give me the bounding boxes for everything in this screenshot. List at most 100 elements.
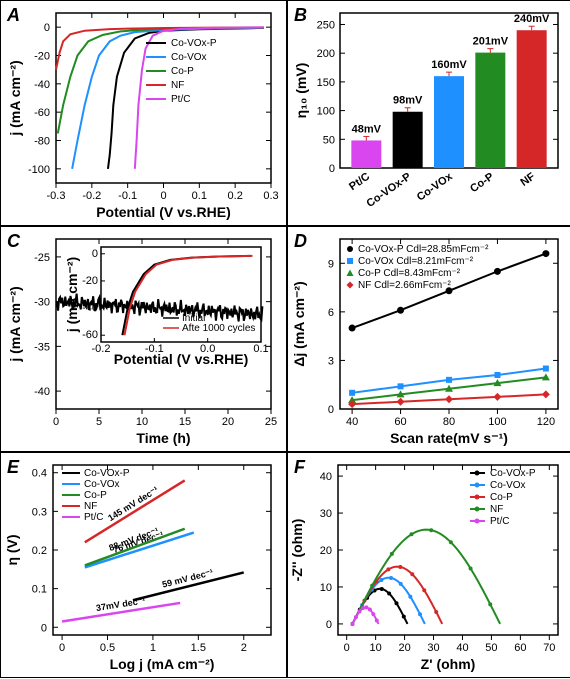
svg-text:0: 0 (344, 642, 350, 654)
svg-text:Afte 1000 cycles: Afte 1000 cycles (182, 323, 255, 334)
svg-text:Co-VOx-P Cdl=28.85mFcm⁻²: Co-VOx-P Cdl=28.85mFcm⁻² (358, 244, 489, 255)
svg-text:NF Cdl=2.66mFcm⁻²: NF Cdl=2.66mFcm⁻² (358, 280, 451, 291)
svg-text:Co-VOx: Co-VOx (171, 52, 207, 63)
svg-text:145 mV dec⁻¹: 145 mV dec⁻¹ (106, 484, 160, 523)
panel-e: E 00.511.5200.10.20.30.4Log j (mA cm⁻²)η… (0, 452, 287, 678)
svg-text:1.5: 1.5 (191, 642, 206, 654)
svg-text:j (mA cm⁻²): j (mA cm⁻²) (7, 286, 23, 362)
svg-text:Co-P: Co-P (468, 171, 496, 196)
svg-text:Co-VOx: Co-VOx (490, 480, 526, 491)
panel-f-label: F (294, 457, 305, 478)
svg-text:20: 20 (320, 545, 332, 557)
svg-text:-0.2: -0.2 (82, 190, 101, 202)
svg-text:50: 50 (323, 134, 335, 146)
svg-text:Pt/C: Pt/C (84, 512, 103, 523)
panel-a: A -0.3 -0.2 -0.1 0 0.1 0.2 0.3 -100 -80 -60 -40 -20… (0, 0, 287, 226)
svg-text:-40: -40 (34, 386, 50, 398)
svg-text:40: 40 (456, 642, 468, 654)
panel-b-label: B (294, 5, 307, 26)
svg-text:Pt/C: Pt/C (171, 94, 190, 105)
svg-text:Co-P: Co-P (171, 66, 194, 77)
svg-text:Co-VOx: Co-VOx (415, 170, 456, 203)
svg-text:60: 60 (514, 642, 526, 654)
svg-text:0: 0 (44, 22, 50, 34)
svg-text:Co-P: Co-P (84, 490, 107, 501)
svg-text:0: 0 (53, 416, 59, 428)
svg-text:201mV: 201mV (473, 36, 509, 48)
svg-text:2: 2 (241, 642, 247, 654)
svg-text:0: 0 (328, 404, 334, 416)
svg-text:Potential (V vs.RHE): Potential (V vs.RHE) (114, 351, 249, 367)
svg-text:250: 250 (317, 19, 335, 31)
svg-text:-0.1: -0.1 (118, 190, 137, 202)
panel-e-svg: 00.511.5200.10.20.30.4Log j (mA cm⁻²)η (… (1, 453, 286, 679)
svg-text:-60: -60 (34, 107, 50, 119)
svg-text:98mV: 98mV (393, 95, 423, 107)
svg-text:0.2: 0.2 (32, 545, 47, 557)
svg-text:60: 60 (394, 416, 406, 428)
svg-text:Co-VOx-P: Co-VOx-P (364, 171, 413, 210)
svg-text:NF: NF (518, 170, 537, 188)
svg-text:Pt/C: Pt/C (490, 516, 509, 527)
svg-text:η (V): η (V) (4, 534, 20, 565)
svg-text:0: 0 (59, 642, 65, 654)
svg-text:20: 20 (398, 642, 410, 654)
svg-text:NF: NF (84, 501, 97, 512)
svg-text:0.3: 0.3 (263, 190, 278, 202)
svg-text:0.1: 0.1 (192, 190, 207, 202)
svg-text:-30: -30 (34, 297, 50, 309)
svg-text:30: 30 (427, 642, 439, 654)
panel-f-svg: 010203040506070010203040Z' (ohm)-Z'' (oh… (288, 453, 570, 679)
svg-text:-100: -100 (28, 164, 50, 176)
svg-text:-80: -80 (34, 136, 50, 148)
svg-text:Log j (mA cm⁻²): Log j (mA cm⁻²) (110, 656, 215, 672)
panel-d: D 4060801001200369Scan rate(mV s⁻¹)Δj (m… (287, 226, 570, 452)
svg-text:NF: NF (490, 504, 503, 515)
svg-text:-20: -20 (82, 275, 98, 287)
svg-text:Co-VOx-P: Co-VOx-P (84, 468, 130, 479)
panel-a-label: A (7, 5, 20, 26)
svg-text:j (mA cm⁻²): j (mA cm⁻²) (7, 60, 23, 136)
panel-b: B 050100150200250η₁₀ (mV) 48mVPt/C98mVCo… (287, 0, 570, 226)
svg-text:Time (h): Time (h) (136, 430, 190, 446)
svg-text:Co-P Cdl=8.43mFcm⁻²: Co-P Cdl=8.43mFcm⁻² (358, 268, 461, 279)
svg-text:160mV: 160mV (431, 59, 467, 71)
svg-text:Pt/C: Pt/C (347, 171, 372, 193)
svg-text:-25: -25 (34, 252, 50, 264)
svg-text:-40: -40 (34, 79, 50, 91)
svg-text:j (mA cm⁻²): j (mA cm⁻²) (64, 257, 80, 333)
svg-text:9: 9 (328, 258, 334, 270)
svg-text:240mV: 240mV (514, 13, 550, 25)
panel-f: F 010203040506070010203040Z' (ohm)-Z'' (… (287, 452, 570, 678)
svg-text:-40: -40 (82, 302, 98, 314)
svg-text:0.1: 0.1 (253, 343, 268, 355)
svg-text:30: 30 (320, 508, 332, 520)
svg-text:5: 5 (96, 416, 102, 428)
svg-text:50: 50 (485, 642, 497, 654)
svg-text:0: 0 (326, 619, 332, 631)
svg-text:0: 0 (329, 163, 335, 175)
svg-text:70: 70 (543, 642, 555, 654)
panel-c-label: C (7, 231, 20, 252)
svg-text:0.4: 0.4 (32, 468, 47, 480)
svg-text:10: 10 (320, 582, 332, 594)
svg-text:η₁₀ (mV): η₁₀ (mV) (293, 63, 309, 119)
svg-text:Co-VOx: Co-VOx (84, 479, 120, 490)
svg-text:0.2: 0.2 (228, 190, 243, 202)
svg-text:Z' (ohm): Z' (ohm) (421, 656, 476, 672)
svg-text:40: 40 (346, 416, 358, 428)
svg-text:10: 10 (370, 642, 382, 654)
svg-text:120: 120 (537, 416, 555, 428)
svg-text:150: 150 (317, 77, 335, 89)
panel-d-label: D (294, 231, 307, 252)
svg-text:200: 200 (317, 48, 335, 60)
svg-text:10: 10 (136, 416, 148, 428)
svg-text:Potential (V vs.RHE): Potential (V vs.RHE) (96, 204, 231, 220)
svg-text:Co-VOx-P: Co-VOx-P (171, 38, 217, 49)
svg-text:0.3: 0.3 (32, 506, 47, 518)
svg-text:15: 15 (179, 416, 191, 428)
svg-text:100: 100 (317, 106, 335, 118)
svg-text:-20: -20 (34, 51, 50, 63)
svg-text:-0.3: -0.3 (47, 190, 66, 202)
svg-text:Co-P: Co-P (490, 492, 513, 503)
